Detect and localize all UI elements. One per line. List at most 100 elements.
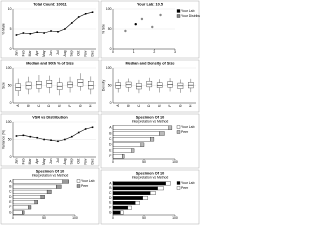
point <box>77 131 80 134</box>
bar-segment <box>120 210 124 215</box>
x-tick-label: G <box>78 104 82 107</box>
x-tick-label: Sep <box>70 158 74 164</box>
point <box>29 33 32 35</box>
chart-subtitle: Interpretation vs Method <box>132 175 169 179</box>
y-tick-label: D <box>109 196 112 200</box>
bar-segment <box>22 210 25 215</box>
y-tick-label: B <box>9 185 12 189</box>
y-tick-label: B <box>109 131 112 135</box>
y-tick-label: F <box>109 154 111 158</box>
bar-segment <box>12 189 48 194</box>
legend-label: Peer <box>181 186 189 190</box>
y-tick-label: 0 <box>110 47 112 51</box>
y-tick-label: 100 <box>106 7 112 11</box>
line-series <box>16 126 93 142</box>
y-tick-label: 100 <box>106 66 112 70</box>
x-tick-label: 50 <box>42 216 46 220</box>
bar-segment <box>168 125 173 130</box>
chart-title: Your Lab: 10.5 <box>137 3 163 7</box>
chart-subtitle: Interpretation vs Method <box>132 119 169 123</box>
x-tick-label: 100 <box>172 216 178 220</box>
bar-segment <box>112 191 151 195</box>
bar-segment <box>127 205 132 210</box>
bar-segment <box>135 201 140 205</box>
legend-swatch <box>176 9 181 13</box>
point <box>124 29 127 33</box>
x-tick-label: H <box>89 104 93 107</box>
x-tick-label: A <box>116 104 120 107</box>
x-tick-label: Mar <box>28 50 32 57</box>
x-tick-label: Jan <box>14 158 18 164</box>
bar-segment <box>142 196 148 200</box>
x-tick-label: E <box>158 104 162 107</box>
legend-swatch <box>176 186 181 190</box>
bar-segment <box>150 137 155 142</box>
point <box>64 138 66 141</box>
bar-segment <box>112 154 123 159</box>
y-tick-label: C <box>9 190 12 194</box>
point <box>22 134 25 137</box>
x-tick-label: 0 <box>112 216 114 220</box>
point <box>29 135 32 138</box>
bar-segment <box>122 154 125 159</box>
bar-segment <box>112 137 151 142</box>
x-tick-label: Feb <box>21 50 25 56</box>
x-tick-label: 0 <box>112 50 114 54</box>
y-tick-label: 100 <box>6 66 12 70</box>
bar-segment <box>34 200 38 205</box>
legend-label: Your Lab <box>181 181 195 185</box>
legend-label: Your Lab <box>81 179 95 183</box>
y-axis-label: Variance (%) <box>1 130 5 149</box>
y-axis-label: % Male <box>1 23 5 34</box>
point <box>50 30 52 32</box>
point <box>70 135 73 138</box>
legend-swatch <box>176 125 181 129</box>
y-tick-label: E <box>9 200 12 204</box>
legend-swatch <box>176 130 181 134</box>
point <box>43 32 45 34</box>
point <box>134 23 137 26</box>
y-tick-label: 0 <box>10 47 12 51</box>
point <box>84 13 87 15</box>
bar-segment <box>131 148 135 153</box>
y-axis-label: Density <box>101 80 105 92</box>
y-tick-label: F <box>109 206 111 210</box>
legend-swatch <box>76 179 81 183</box>
y-tick-label: 0 <box>110 101 112 105</box>
bar-segment <box>112 142 142 147</box>
bar-segment <box>112 131 160 136</box>
y-axis-label: Size <box>1 82 5 89</box>
bar-segment <box>112 201 136 205</box>
panel-frame <box>0 0 100 59</box>
bar-segment <box>112 196 143 200</box>
y-tick-label: D <box>9 195 12 199</box>
panel-frame <box>100 0 200 59</box>
point <box>70 22 73 24</box>
y-tick-label: C <box>109 191 112 195</box>
bar-segment <box>112 205 129 210</box>
point <box>140 17 144 21</box>
x-tick-label: F <box>168 105 172 107</box>
bar-segment <box>157 186 164 191</box>
legend-swatch <box>176 14 181 18</box>
y-tick-label: 50 <box>8 83 12 87</box>
bar-segment <box>12 200 35 205</box>
y-tick-label: A <box>9 179 12 183</box>
x-tick-label: May <box>42 50 46 57</box>
x-tick-label: D <box>147 104 151 107</box>
legend-label: Your Lab <box>181 125 195 129</box>
x-tick-label: 0 <box>12 216 14 220</box>
x-tick-label: Nov <box>84 50 88 56</box>
x-tick-label: H <box>189 104 193 107</box>
x-tick-label: Oct <box>77 50 81 55</box>
x-tick-label: B <box>126 104 130 107</box>
x-tick-label: B <box>26 104 30 107</box>
y-tick-label: F <box>9 205 11 209</box>
x-tick-label: Jun <box>49 158 53 164</box>
chart-title: Specimen Of 10 <box>136 172 165 176</box>
chart-subtitle: Interpretation vs Method <box>32 173 69 177</box>
x-tick-label: Aug <box>63 158 67 164</box>
chart-title: Specimen Of 10 <box>136 116 165 120</box>
y-tick-label: E <box>109 201 112 205</box>
bar-segment <box>159 131 165 136</box>
